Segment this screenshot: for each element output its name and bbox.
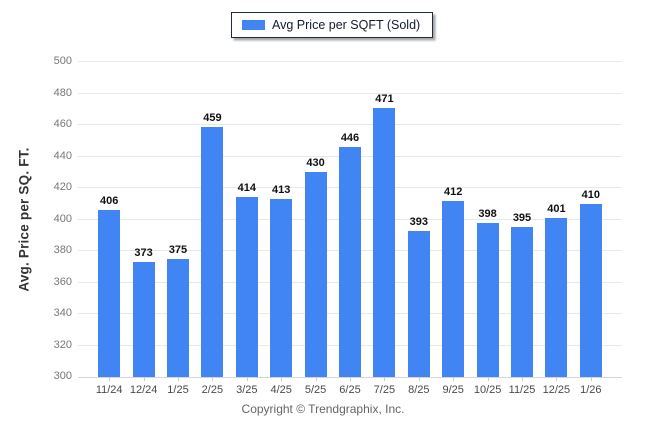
x-tick-label: 7/25 bbox=[373, 384, 396, 396]
x-tick-label: 1/26 bbox=[580, 384, 602, 396]
x-tick-mark bbox=[556, 377, 558, 381]
x-tick-label: 11/25 bbox=[508, 384, 536, 396]
x-tick-mark bbox=[109, 377, 111, 381]
bar bbox=[98, 210, 121, 377]
x-tick-label: 4/25 bbox=[270, 384, 292, 396]
x-tick-label: 1/25 bbox=[167, 384, 189, 396]
bar-value-label: 413 bbox=[272, 184, 291, 197]
copyright: Copyright © Trendgraphix, Inc. bbox=[241, 402, 405, 416]
x-tick-mark bbox=[281, 377, 283, 381]
bar bbox=[407, 230, 430, 377]
x-tick-label: 12/24 bbox=[129, 384, 158, 396]
x-tick-mark bbox=[453, 377, 455, 381]
plot-area: 406 11/24 373 12/24 375 1/25 459 2/25 414 3/25 413… bbox=[78, 61, 622, 396]
y-tick-label: 320 bbox=[53, 338, 72, 351]
bar-value-label: 446 bbox=[340, 132, 360, 145]
y-tick-label: 420 bbox=[53, 181, 72, 193]
bar bbox=[373, 107, 396, 377]
x-tick-mark bbox=[384, 377, 386, 381]
bar-value-label: 430 bbox=[306, 157, 325, 170]
bar bbox=[339, 147, 361, 377]
x-tick-mark bbox=[487, 377, 489, 381]
x-tick-label: 10/25 bbox=[473, 384, 502, 396]
bar-value-label: 406 bbox=[100, 195, 119, 208]
x-tick-mark bbox=[522, 377, 523, 381]
x-tick-mark bbox=[212, 377, 214, 381]
y-tick-label: 400 bbox=[53, 212, 72, 225]
x-tick-mark bbox=[315, 377, 317, 381]
y-tick-label: 460 bbox=[53, 118, 72, 130]
bar bbox=[167, 258, 189, 377]
y-tick-label: 300 bbox=[53, 370, 72, 382]
x-tick-label: 12/25 bbox=[542, 384, 571, 396]
y-tick-label: 500 bbox=[53, 55, 72, 67]
bar bbox=[545, 217, 568, 377]
bar bbox=[132, 262, 155, 377]
y-tick-label: 440 bbox=[53, 149, 72, 162]
bar bbox=[442, 200, 465, 377]
x-tick-label: 2/25 bbox=[201, 384, 224, 396]
bar bbox=[511, 227, 533, 377]
x-tick-mark bbox=[350, 377, 351, 381]
bar-value-label: 459 bbox=[203, 111, 222, 124]
x-tick-label: 11/24 bbox=[95, 384, 123, 396]
x-tick-mark bbox=[246, 377, 248, 381]
x-tick-label: 8/25 bbox=[408, 384, 430, 396]
x-tick-mark bbox=[418, 377, 420, 381]
bar-value-label: 373 bbox=[134, 247, 153, 260]
x-tick-label: 5/25 bbox=[304, 384, 327, 396]
y-tick-label: 480 bbox=[53, 86, 72, 99]
gridline bbox=[78, 61, 622, 62]
x-tick-label: 9/25 bbox=[442, 384, 464, 396]
bar-value-label: 412 bbox=[444, 185, 463, 198]
bar bbox=[304, 172, 327, 377]
bar-value-label: 414 bbox=[237, 182, 256, 195]
y-tick-label: 380 bbox=[53, 244, 72, 256]
bar-value-label: 401 bbox=[547, 202, 566, 215]
bar-value-label: 393 bbox=[409, 215, 428, 228]
bar-value-label: 471 bbox=[375, 92, 394, 105]
bar bbox=[270, 199, 293, 377]
bar-value-label: 410 bbox=[581, 188, 600, 201]
gridline bbox=[78, 92, 622, 94]
bar bbox=[476, 222, 499, 377]
bar bbox=[201, 126, 224, 377]
bar-value-label: 398 bbox=[478, 207, 497, 220]
legend-label: Avg Price per SQFT (Sold) bbox=[272, 18, 421, 32]
x-tick-mark bbox=[143, 377, 145, 381]
bar-value-label: 375 bbox=[168, 243, 188, 256]
bar-value-label: 395 bbox=[512, 212, 532, 225]
legend-swatch-icon bbox=[242, 20, 265, 30]
legend: Avg Price per SQFT (Sold) bbox=[231, 12, 434, 38]
x-tick-mark bbox=[178, 377, 179, 381]
bar bbox=[579, 203, 602, 377]
y-tick-label: 340 bbox=[53, 307, 72, 319]
x-tick-mark bbox=[590, 377, 592, 381]
x-tick-label: 6/25 bbox=[339, 384, 361, 396]
x-tick-label: 3/25 bbox=[236, 384, 258, 396]
bar bbox=[235, 197, 258, 377]
y-tick-label: 360 bbox=[53, 275, 72, 288]
gridline bbox=[78, 124, 622, 125]
